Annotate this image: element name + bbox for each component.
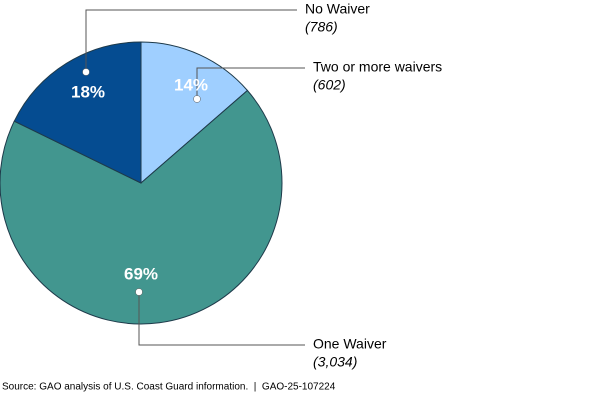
legend-label: Two or more waivers [313, 59, 442, 75]
leader-line [196, 67, 305, 99]
leader-line [138, 292, 305, 346]
legend-label: No Waiver [305, 1, 370, 17]
value-label: (3,034) [313, 354, 357, 370]
pie-slice [140, 41, 249, 185]
value-label: (786) [305, 19, 338, 35]
percent-label: 18% [71, 82, 105, 101]
leader-line [85, 9, 297, 72]
leader-dot [135, 288, 143, 296]
leader-dot [82, 68, 90, 76]
value-label: (602) [313, 77, 346, 93]
legend-label: One Waiver [313, 336, 387, 352]
leader-dot [193, 95, 201, 103]
source-note: Source: GAO analysis of U.S. Coast Guard… [2, 382, 336, 393]
percent-label: 69% [124, 264, 158, 283]
percent-label: 14% [174, 75, 208, 94]
pie-slice [13, 41, 142, 184]
